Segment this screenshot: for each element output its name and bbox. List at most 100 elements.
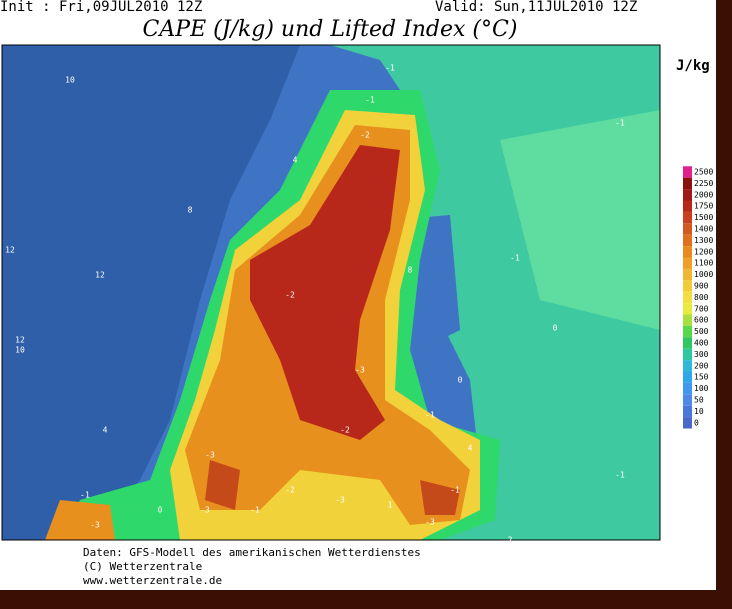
contour-label: 4	[468, 444, 473, 453]
colorbar-label: 0	[694, 418, 699, 427]
colorbar-label: 700	[694, 304, 709, 313]
contour-label: -2	[285, 291, 295, 300]
contour-label: 0	[553, 324, 558, 333]
colorbar-label: 300	[694, 350, 709, 359]
colorbar-swatch	[683, 405, 692, 418]
colorbar-label: 1100	[694, 259, 713, 268]
colorbar-swatch	[683, 360, 692, 372]
contour-label: -1	[385, 64, 395, 73]
contour-label: 0	[158, 506, 163, 515]
contour-label: -1	[425, 411, 435, 420]
contour-label: 0	[458, 376, 463, 385]
colorbar-swatch	[683, 246, 692, 258]
map-frame	[1, 44, 661, 541]
valid-text: Valid: Sun,11JUL2010 12Z	[435, 0, 637, 15]
contour-label: -3	[205, 451, 215, 460]
contour-label: -1	[450, 486, 460, 495]
contour-label: -1	[80, 491, 90, 500]
colorbar-label: 800	[694, 293, 709, 302]
contour-label: 12	[5, 246, 15, 255]
contour-label: -3	[335, 496, 345, 505]
red-area	[250, 145, 400, 440]
init-text: Init : Fri,09JUL2010 12Z	[0, 0, 202, 15]
footer-line: Daten: GFS-Modell des amerikanischen Wet…	[83, 546, 421, 559]
contour-label: -3	[90, 521, 100, 530]
colorbar-label: 100	[694, 384, 709, 393]
contour-label: -2	[340, 426, 350, 435]
colorbar-swatch	[683, 200, 692, 212]
colorbar-label: 400	[694, 339, 709, 348]
contour-label: 2	[508, 536, 513, 545]
contour-label: -1	[250, 506, 260, 515]
footer-line: www.wetterzentrale.de	[83, 574, 222, 587]
colorbar-swatch	[683, 382, 692, 395]
footer-line: (C) Wetterzentrale	[83, 560, 202, 573]
colorbar-swatch	[683, 177, 692, 190]
contour-label: -3	[355, 366, 365, 375]
contour-label: 12	[95, 271, 105, 280]
contour-label: 8	[188, 206, 193, 215]
map	[1, 44, 661, 541]
colorbar-swatch	[683, 189, 692, 201]
colorbar: 2500225020001750150014001300120011001000…	[683, 166, 713, 429]
colorbar-swatch	[683, 417, 692, 429]
unit: J/kg	[676, 58, 710, 74]
colorbar-swatch	[683, 234, 692, 247]
contour-label: 1	[388, 501, 393, 510]
border-bottom	[0, 590, 732, 609]
colorbar-label: 2250	[694, 179, 713, 188]
contour-label: -2	[360, 131, 370, 140]
contour-label: -2	[285, 486, 295, 495]
colorbar-swatch	[683, 325, 692, 338]
colorbar-label: 500	[694, 327, 709, 336]
colorbar-label: 150	[694, 373, 709, 382]
colorbar-label: 1300	[694, 236, 713, 245]
colorbar-swatch	[683, 166, 692, 178]
contour-label: -1	[365, 96, 375, 105]
contour-label: 12	[15, 336, 25, 345]
colorbar-label: 2000	[694, 190, 713, 199]
contour-label: -1	[615, 119, 625, 128]
contour-label: -1	[615, 471, 625, 480]
colorbar-label: 200	[694, 361, 709, 370]
orange-spot	[45, 500, 115, 540]
colorbar-swatch	[683, 291, 692, 304]
colorbar-label: 50	[694, 396, 704, 405]
contour-label: 4	[103, 426, 108, 435]
contour-label: -3	[425, 518, 435, 527]
colorbar-swatch	[683, 303, 692, 315]
colorbar-swatch	[683, 314, 692, 326]
colorbar-label: 2500	[694, 168, 713, 177]
colorbar-label: 1500	[694, 213, 713, 222]
colorbar-swatch	[683, 337, 692, 349]
contour-label: -3	[200, 506, 210, 515]
colorbar-swatch	[683, 394, 692, 406]
colorbar-swatch	[683, 223, 692, 235]
colorbar-label: 1750	[694, 202, 713, 211]
contour-label: 10	[15, 346, 25, 355]
colorbar-swatch	[683, 211, 692, 224]
border-right	[716, 0, 732, 609]
colorbar-label: 1000	[694, 270, 713, 279]
light-green-area	[500, 110, 660, 330]
red-spots	[205, 460, 460, 515]
colorbar-label: 10	[694, 407, 704, 416]
contour-label: 10	[65, 76, 75, 85]
colorbar-swatch	[683, 268, 692, 281]
colorbar-swatch	[683, 257, 692, 269]
contour-label: -1	[510, 254, 520, 263]
title: CAPE (J/kg) und Lifted Index (°C)	[143, 17, 518, 42]
colorbar-swatch	[683, 280, 692, 292]
colorbar-label: 1400	[694, 225, 713, 234]
colorbar-label: 1200	[694, 247, 713, 256]
colorbar-label: 600	[694, 316, 709, 325]
map-labels: 1081212104-1-1-1-1-1-1-2-2-3-3-3-3-2-100…	[5, 64, 625, 545]
colorbar-swatch	[683, 348, 692, 361]
contour-label: 4	[293, 156, 298, 165]
contour-label: 8	[408, 266, 413, 275]
sea-area	[2, 45, 300, 540]
colorbar-label: 900	[694, 282, 709, 291]
colorbar-swatch	[683, 371, 692, 383]
